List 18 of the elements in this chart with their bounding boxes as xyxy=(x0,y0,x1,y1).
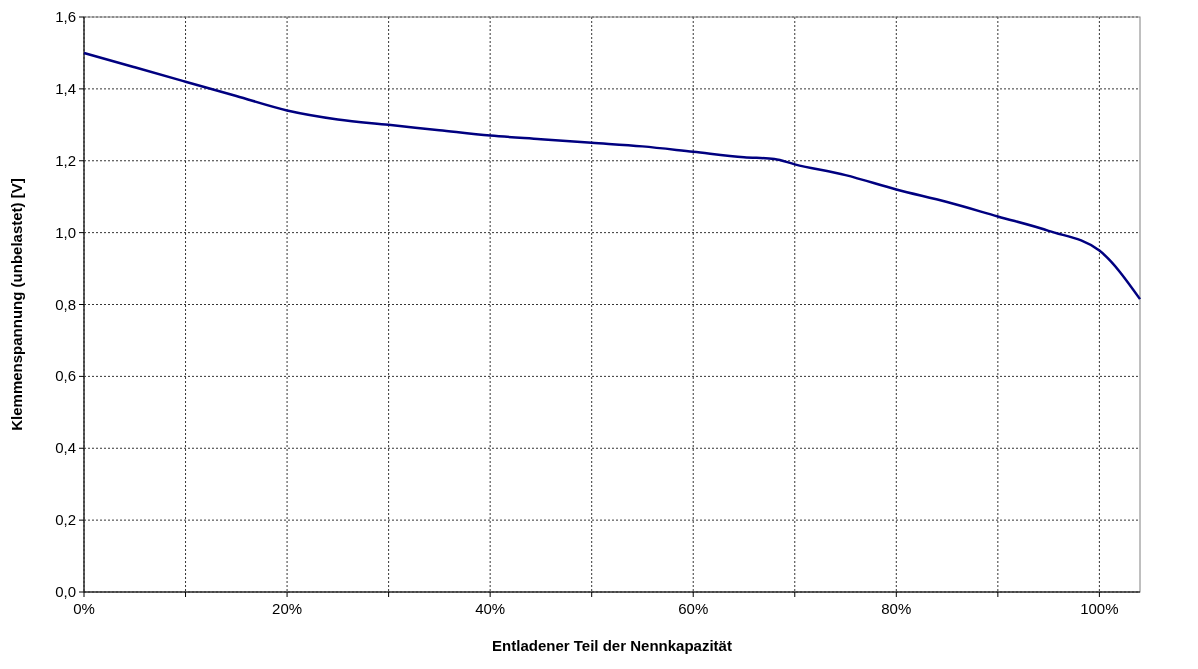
y-tick-label: 1,2 xyxy=(55,151,76,169)
line-series xyxy=(82,51,1142,301)
x-tick-label: 20% xyxy=(272,600,303,617)
x-tick-label: 60% xyxy=(678,600,709,617)
y-tick-label: 1,4 xyxy=(55,79,76,97)
y-axis-title: Klemmenspannung (unbelastet) [V] xyxy=(8,178,25,431)
y-tick-label: 0,4 xyxy=(55,439,76,457)
y-tick-label: 1,0 xyxy=(55,223,76,241)
x-tick-label: 100% xyxy=(1080,600,1119,617)
y-tick-label: 0,0 xyxy=(55,583,76,600)
y-tick-label: 0,8 xyxy=(55,295,76,313)
x-tick-label: 40% xyxy=(475,600,506,617)
y-tick-label: 0,6 xyxy=(55,367,76,385)
x-tick-label: 0% xyxy=(73,600,95,617)
y-tick-label: 1,6 xyxy=(55,8,76,25)
y-tick-label: 0,2 xyxy=(55,511,76,529)
x-tick-label: 80% xyxy=(881,600,912,617)
x-axis-title: Entladener Teil der Nennkapazität xyxy=(492,637,732,654)
